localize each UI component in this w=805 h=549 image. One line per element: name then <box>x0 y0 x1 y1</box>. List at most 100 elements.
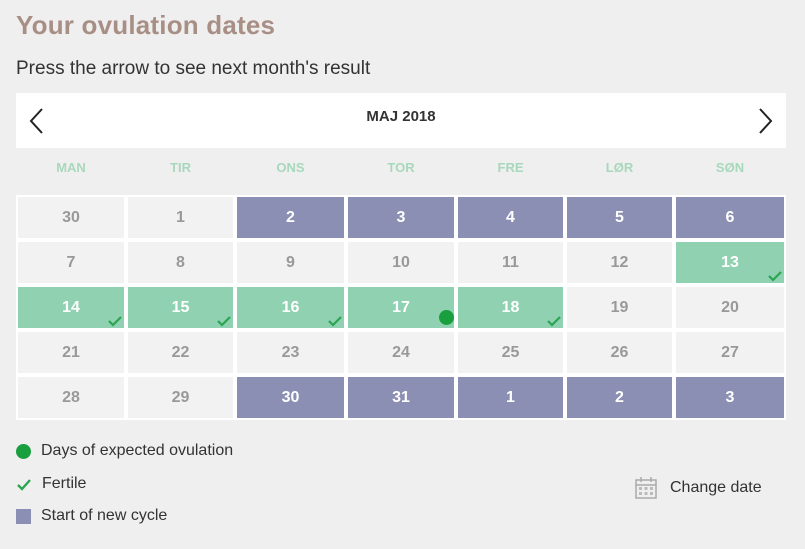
weekday-label: SØN <box>715 160 745 175</box>
day-number: 17 <box>392 298 410 316</box>
check-icon <box>217 314 231 327</box>
day-number: 14 <box>62 298 80 316</box>
day-number: 25 <box>501 343 520 361</box>
calendar-day[interactable]: 7 <box>16 240 126 285</box>
weekday-label: ONS <box>276 160 305 175</box>
check-icon <box>768 269 782 282</box>
cycle-square-icon <box>16 508 31 524</box>
calendar-day[interactable]: 28 <box>16 375 126 420</box>
day-number: 6 <box>725 208 735 226</box>
calendar-day[interactable]: 2 <box>565 375 674 420</box>
legend-ovulation: Days of expected ovulation <box>16 440 233 462</box>
check-icon <box>16 476 32 492</box>
chevron-left-icon <box>29 108 43 134</box>
weekday-label: MAN <box>56 160 86 175</box>
calendar-day[interactable]: 27 <box>674 330 786 375</box>
legend-cycle: Start of new cycle <box>16 505 167 527</box>
calendar-day[interactable]: 15 <box>126 285 235 330</box>
legend-ovulation-label: Days of expected ovulation <box>41 442 234 459</box>
calendar-day[interactable]: 30 <box>16 195 126 240</box>
weekday-row: MAN TIR ONS TOR FRE LØR SØN <box>16 160 786 184</box>
calendar-day[interactable]: 1 <box>126 195 235 240</box>
calendar-day[interactable]: 31 <box>346 375 456 420</box>
day-number: 1 <box>176 208 185 226</box>
calendar-day[interactable]: 23 <box>235 330 346 375</box>
calendar-day[interactable]: 3 <box>674 375 786 420</box>
ovulation-dot-icon <box>439 310 454 325</box>
weekday-label: FRE <box>497 160 524 175</box>
day-number: 30 <box>62 208 80 226</box>
day-number: 26 <box>610 343 629 361</box>
day-number: 21 <box>62 343 80 361</box>
calendar-day[interactable]: 12 <box>565 240 674 285</box>
day-number: 7 <box>66 253 76 271</box>
day-number: 3 <box>725 388 735 406</box>
next-month-button[interactable] <box>754 107 776 135</box>
previous-month-button[interactable] <box>26 107 48 135</box>
calendar-day[interactable]: 26 <box>565 330 674 375</box>
day-number: 4 <box>506 208 515 226</box>
calendar-day[interactable]: 6 <box>674 195 786 240</box>
calendar-day[interactable]: 5 <box>565 195 674 240</box>
calendar-day[interactable]: 20 <box>674 285 786 330</box>
calendar-header: MAJ 2018 <box>16 93 786 148</box>
day-number: 20 <box>721 298 739 316</box>
day-number: 5 <box>615 208 624 226</box>
day-number: 3 <box>396 208 406 226</box>
check-icon <box>108 314 122 327</box>
ovulation-dot-icon <box>16 443 31 459</box>
calendar-day[interactable]: 14 <box>16 285 126 330</box>
day-number: 24 <box>392 343 410 361</box>
day-number: 2 <box>615 388 624 406</box>
calendar-day[interactable]: 22 <box>126 330 235 375</box>
calendar-day[interactable]: 30 <box>235 375 346 420</box>
check-icon <box>328 314 342 327</box>
calendar-day[interactable]: 4 <box>456 195 565 240</box>
calendar-day[interactable]: 21 <box>16 330 126 375</box>
calendar-day[interactable]: 3 <box>346 195 456 240</box>
weekday-label: TIR <box>170 160 191 175</box>
day-number: 23 <box>281 343 300 361</box>
day-number: 31 <box>392 388 410 406</box>
calendar-day[interactable]: 8 <box>126 240 235 285</box>
calendar-day[interactable]: 17 <box>346 285 456 330</box>
day-number: 11 <box>502 253 519 271</box>
legend-cycle-label: Start of new cycle <box>41 507 168 524</box>
calendar-day[interactable]: 1 <box>456 375 565 420</box>
calendar-day[interactable]: 16 <box>235 285 346 330</box>
day-number: 10 <box>392 253 410 271</box>
day-number: 2 <box>286 208 295 226</box>
legend-fertile-label: Fertile <box>42 475 87 492</box>
calendar-day[interactable]: 29 <box>126 375 235 420</box>
change-date-button[interactable]: Change date <box>634 476 762 500</box>
day-number: 16 <box>281 298 300 316</box>
day-number: 9 <box>286 253 295 271</box>
month-title: MAJ 2018 <box>366 108 436 125</box>
day-number: 19 <box>610 298 629 316</box>
chevron-right-icon <box>759 108 773 134</box>
calendar-day[interactable]: 11 <box>456 240 565 285</box>
calendar-day[interactable]: 25 <box>456 330 565 375</box>
day-number: 18 <box>501 298 520 316</box>
calendar-day[interactable]: 24 <box>346 330 456 375</box>
weekday-label: LØR <box>605 160 634 175</box>
calendar-day[interactable]: 18 <box>456 285 565 330</box>
day-number: 29 <box>171 388 190 406</box>
instruction-text: Press the arrow to see next month's resu… <box>16 58 371 79</box>
day-number: 13 <box>721 253 739 271</box>
day-number: 1 <box>506 388 515 406</box>
calendar-grid: 30 1 2 3 4 5 6 7 8 9 10 11 12 13 14 15 16 17 18 19 20 21 22 23 2… <box>16 195 786 421</box>
calendar-day[interactable]: 9 <box>235 240 346 285</box>
day-number: 30 <box>281 388 300 406</box>
day-number: 27 <box>721 343 739 361</box>
day-number: 28 <box>62 388 80 406</box>
day-number: 15 <box>171 298 190 316</box>
day-number: 8 <box>176 253 185 271</box>
calendar-day[interactable]: 19 <box>565 285 674 330</box>
day-number: 22 <box>171 343 190 361</box>
calendar-day[interactable]: 10 <box>346 240 456 285</box>
weekday-label: TOR <box>387 160 415 175</box>
calendar-day[interactable]: 13 <box>674 240 786 285</box>
calendar-day[interactable]: 2 <box>235 195 346 240</box>
day-number: 12 <box>610 253 629 271</box>
